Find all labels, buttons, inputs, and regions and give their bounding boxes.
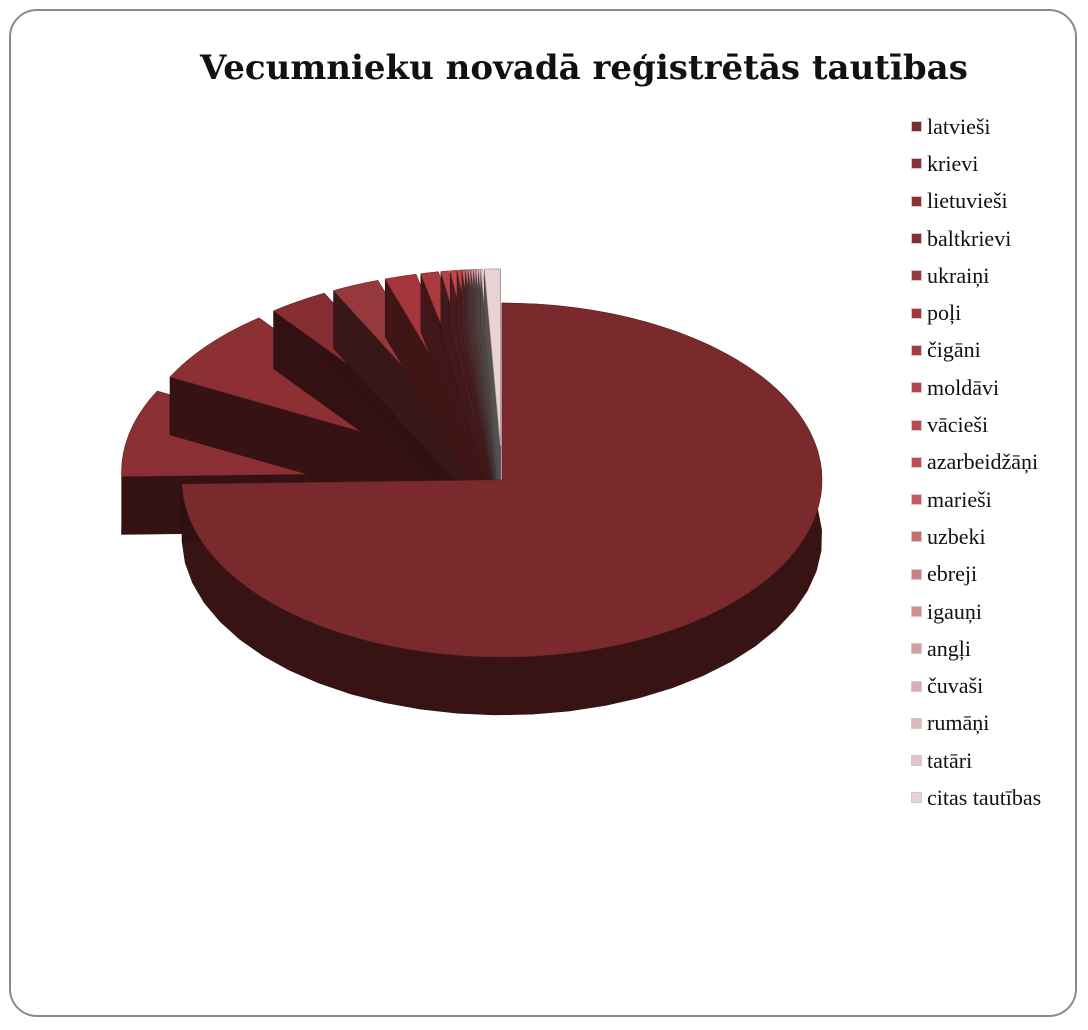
legend-label: rumāņi — [927, 710, 990, 736]
legend-item: čigāni — [911, 332, 1041, 369]
legend-swatch — [911, 307, 922, 319]
legend-swatch — [911, 233, 922, 245]
legend-swatch — [911, 382, 922, 394]
legend-item: ebreji — [911, 556, 1041, 593]
legend-label: čigāni — [927, 337, 981, 363]
legend-label: citas tautības — [927, 784, 1042, 810]
legend-item: citas tautības — [911, 779, 1041, 816]
legend-swatch — [911, 568, 922, 580]
legend-swatch — [911, 606, 922, 617]
legend-swatch — [911, 717, 922, 729]
legend-swatch — [911, 755, 922, 767]
legend-swatch — [911, 158, 922, 170]
legend-label: vācieši — [927, 412, 989, 438]
legend-item: čuvaši — [911, 667, 1041, 704]
legend-item: lietuvieši — [911, 183, 1041, 220]
legend-label: tatāri — [927, 747, 973, 773]
legend-item: ukraiņi — [911, 257, 1041, 294]
legend-item: latvieši — [911, 108, 1041, 145]
legend-swatch — [911, 792, 922, 804]
legend-label: poļi — [927, 300, 962, 326]
legend-label: krievi — [927, 150, 979, 176]
legend-item: angļi — [911, 630, 1041, 667]
legend-swatch — [911, 344, 922, 356]
legend-item: tatāri — [911, 742, 1041, 779]
legend-swatch — [911, 456, 922, 468]
legend-swatch — [911, 494, 922, 506]
legend-label: uzbeki — [927, 523, 986, 549]
pie-slice-0 — [181, 302, 823, 716]
legend-label: ukraiņi — [927, 262, 990, 288]
legend-item: rumāņi — [911, 705, 1041, 742]
legend-item: marieši — [911, 481, 1041, 518]
legend-label: marieši — [927, 486, 992, 512]
legend-label: lietuvieši — [927, 188, 1008, 214]
legend-item: igauņi — [911, 593, 1041, 630]
legend-swatch — [911, 419, 922, 431]
legend-swatch — [911, 680, 922, 692]
legend-item: azarbeidžāņi — [911, 444, 1041, 481]
legend-swatch — [911, 531, 922, 543]
pie-slice-18 — [484, 268, 501, 504]
chart-legend: latvieši krievi lietuvieši baltkrievi ukraiņ… — [911, 108, 1041, 817]
legend-swatch — [911, 121, 922, 133]
legend-item: vācieši — [911, 406, 1041, 443]
legend-label: latvieši — [927, 113, 991, 139]
chart-title: Vecumnieku novadā reģistrētās tautības — [200, 48, 968, 88]
legend-item: moldāvi — [911, 369, 1041, 406]
legend-swatch — [911, 270, 922, 282]
legend-item: poļi — [911, 294, 1041, 331]
legend-label: azarbeidžāņi — [927, 449, 1039, 475]
legend-item: baltkrievi — [911, 220, 1041, 257]
legend-label: angļi — [927, 635, 971, 661]
legend-label: ebreji — [927, 561, 978, 587]
legend-label: baltkrievi — [927, 225, 1012, 251]
legend-label: moldāvi — [927, 374, 1000, 400]
legend-label: čuvaši — [927, 673, 984, 699]
legend-swatch — [911, 643, 922, 655]
legend-item: krievi — [911, 145, 1041, 182]
legend-item: uzbeki — [911, 518, 1041, 555]
legend-swatch — [911, 195, 922, 207]
legend-label: igauņi — [927, 598, 982, 624]
